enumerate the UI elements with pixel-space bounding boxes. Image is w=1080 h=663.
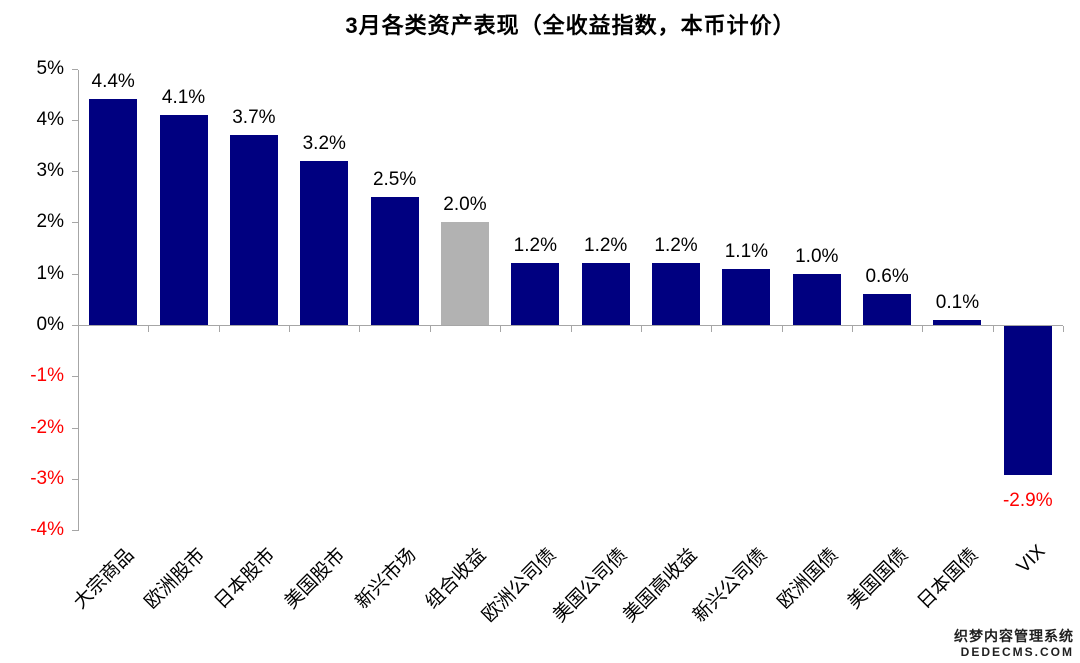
bar-value-label: 1.2% [513,235,557,257]
y-axis-tick-label: 0% [36,314,64,335]
x-axis-tick [429,326,431,332]
bar [229,135,278,325]
y-axis-line [78,70,79,531]
x-axis-tick [148,326,150,332]
bar [370,196,419,325]
category-label: 美国国债 [843,544,913,614]
category-label: 美国股市 [281,544,350,614]
category-label: 欧洲国债 [773,544,843,614]
category-label: 美国公司债 [549,544,632,627]
watermark-cms-url: DEDECMS.COM [960,645,1074,659]
bar [652,263,701,325]
x-axis-tick [289,326,291,332]
x-axis-tick [992,326,994,332]
watermark: 织梦内容管理系统 DEDECMS.COM [954,628,1074,660]
y-axis-tick [72,325,78,326]
y-axis-tick [72,530,78,532]
bar-value-label: 4.1% [161,86,206,108]
category-label: 日本股市 [210,544,280,614]
bar [511,263,560,325]
category-label: 日本国债 [914,544,983,614]
x-axis-tick [922,326,924,332]
bar [933,319,982,325]
bar [1003,326,1052,475]
y-axis-tick [72,222,78,224]
category-label: 美国高收益 [619,544,702,627]
bar-value-label: 3.7% [232,107,276,129]
x-axis-tick [78,326,79,332]
x-axis-tick [1063,326,1064,332]
bar [89,99,138,325]
bar [722,268,771,325]
chart-title: 3月各类资产表现（全收益指数，本币计价） [345,13,796,38]
bar [863,294,912,325]
y-axis-tick-label: 1% [36,262,64,284]
x-axis-tick [711,326,713,332]
y-axis-tick [72,478,78,480]
y-axis-tick-label: -2% [30,416,64,438]
bar [581,263,630,325]
y-axis-tick-label: -3% [30,467,64,489]
bar-value-label: 1.1% [724,240,769,262]
x-axis-tick [640,326,642,332]
bar [159,114,208,325]
category-label: 欧洲公司债 [478,544,561,627]
category-label: 欧洲股市 [140,544,209,614]
y-axis-tick [72,119,78,121]
bar-value-label: 2.0% [443,194,487,216]
bar-value-label: 1.0% [795,245,839,267]
y-axis-tick [72,376,78,378]
x-axis-tick [500,326,502,332]
category-label: 新兴市场 [351,544,420,614]
x-axis-tick [570,326,572,332]
bar [300,160,349,325]
y-axis-tick-label: -1% [30,365,64,387]
y-axis-tick [72,171,78,173]
y-axis-tick [72,427,78,429]
y-axis-tick-label: 4% [36,108,64,130]
x-axis-tick [781,326,783,332]
y-axis-tick-label: 5% [36,57,64,79]
x-axis-tick [218,326,220,332]
y-axis-tick [72,273,78,275]
category-label: 大宗商品 [69,544,139,614]
y-axis-tick-label: -4% [30,519,64,541]
bar-value-label: -2.9% [1002,489,1053,511]
x-axis-line [78,325,1063,326]
category-label: VIX [1013,541,1050,578]
x-axis-tick [851,326,853,332]
watermark-cms-name: 织梦内容管理系统 [954,628,1074,644]
bar-value-label: 1.2% [584,235,628,257]
x-axis-tick [359,326,361,332]
bar-value-label: 0.6% [865,266,909,288]
bar [792,273,841,325]
category-label: 新兴公司债 [689,544,772,627]
y-axis-tick-label: 3% [36,160,64,182]
bar-value-label: 1.2% [654,235,698,257]
y-axis-tick [72,68,78,70]
bar-value-label: 3.2% [302,132,346,154]
bar [440,222,489,325]
y-axis-tick-label: 2% [36,211,64,233]
bar-value-label: 0.1% [935,291,980,313]
bar-value-label: 4.4% [91,71,135,93]
bar-value-label: 2.5% [372,168,417,190]
